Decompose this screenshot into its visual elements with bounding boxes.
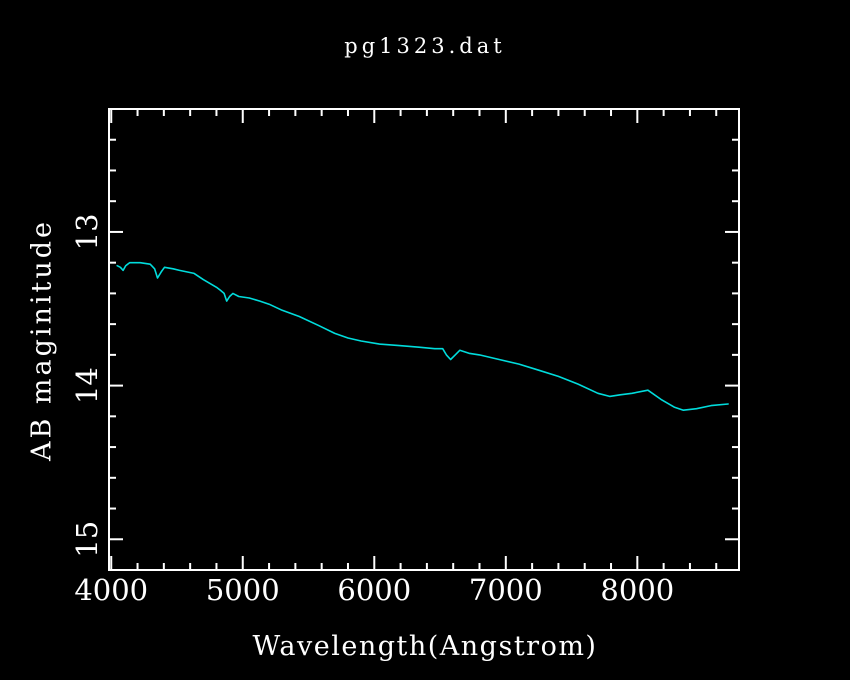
y-tick-label: 14 [70, 367, 104, 404]
plot-box [108, 108, 740, 571]
y-tick-label: 13 [70, 213, 104, 250]
y-tick-label: 15 [70, 521, 104, 558]
x-tick-label: 7000 [469, 573, 543, 607]
x-tick-label: 5000 [206, 573, 280, 607]
y-axis-label: AB maginitude [26, 218, 58, 462]
chart-title: pg1323.dat [344, 34, 506, 58]
x-tick-label: 4000 [74, 573, 148, 607]
spectrum-line [116, 261, 729, 412]
x-tick-label: 6000 [337, 573, 411, 607]
x-tick-label: 8000 [600, 573, 674, 607]
x-axis-label: Wavelength(Angstrom) [252, 631, 598, 662]
